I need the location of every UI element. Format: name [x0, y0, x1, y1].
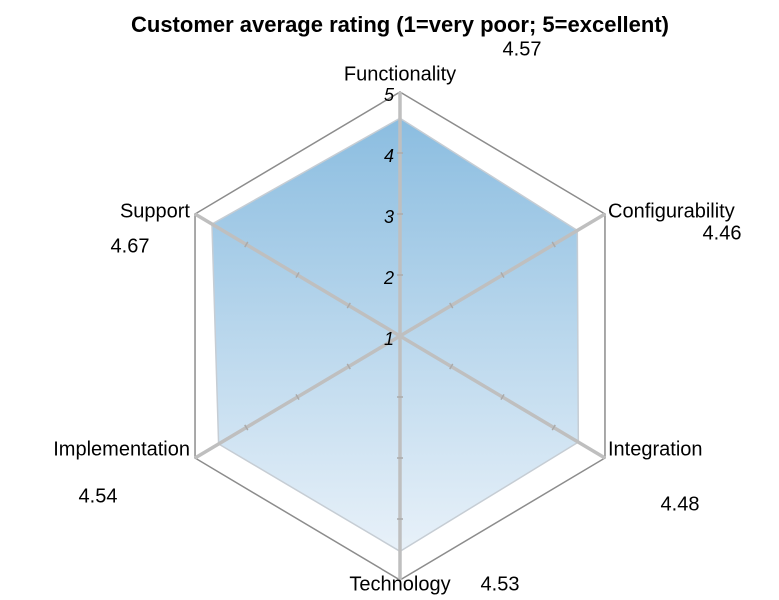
y-tick-label: 3	[384, 207, 394, 227]
category-label: Technology	[349, 573, 450, 595]
value-label: 4.48	[661, 493, 700, 515]
value-label: 4.46	[703, 222, 742, 244]
category-label: Integration	[608, 438, 703, 460]
tick-mark	[295, 272, 300, 278]
tick-mark	[500, 272, 505, 278]
category-label: Support	[120, 200, 190, 222]
tick-mark	[551, 424, 556, 431]
tick-mark	[449, 302, 454, 309]
tick-mark	[346, 302, 351, 309]
tick-mark	[244, 424, 249, 431]
tick-mark	[551, 241, 556, 248]
value-label: 4.57	[503, 38, 542, 60]
chart-title: Customer average rating (1=very poor; 5=…	[131, 12, 669, 37]
tick-mark	[500, 394, 505, 400]
y-tick-label: 5	[384, 85, 395, 105]
tick-mark	[346, 363, 351, 370]
y-tick-label: 4	[384, 146, 394, 166]
value-label: 4.54	[79, 485, 118, 507]
category-label: Configurability	[608, 200, 735, 222]
y-tick-label: 2	[383, 268, 394, 288]
category-label: Implementation	[53, 438, 190, 460]
tick-mark	[449, 363, 454, 370]
value-label: 4.67	[111, 235, 150, 257]
tick-mark	[244, 241, 249, 248]
value-label: 4.53	[481, 573, 520, 595]
y-tick-label: 1	[384, 329, 394, 349]
tick-mark	[295, 394, 300, 400]
category-label: Functionality	[344, 63, 456, 85]
